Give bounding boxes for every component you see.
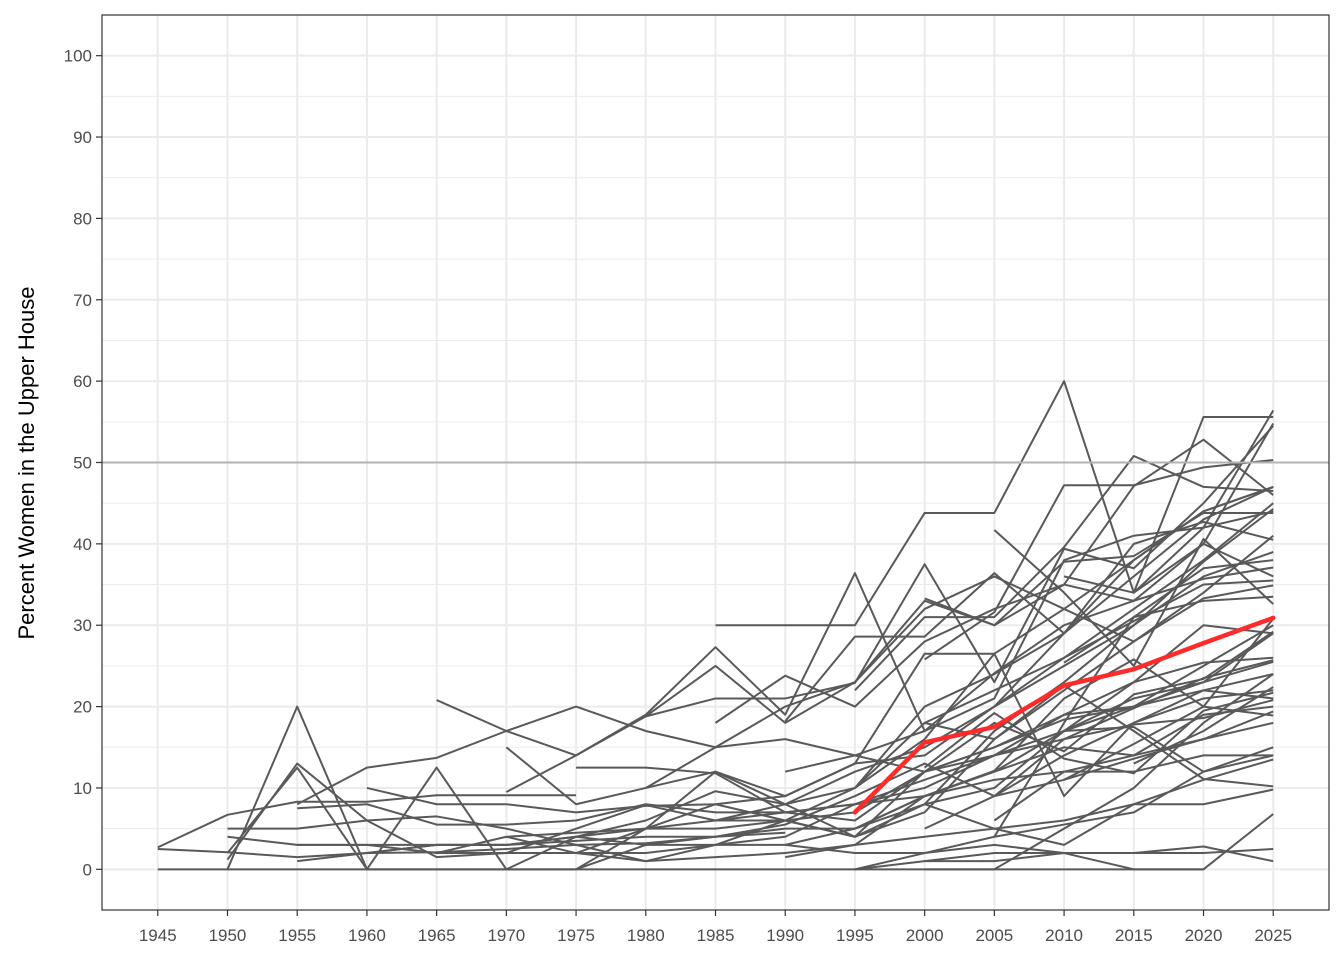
series-line-52 (1063, 632, 1274, 732)
x-tick-label: 2015 (1115, 926, 1153, 945)
x-tick-label: 1955 (278, 926, 316, 945)
series-line-32 (785, 788, 1274, 859)
series-line-34 (854, 584, 1274, 789)
series-line-14 (366, 725, 1274, 855)
x-tick-label: 1945 (139, 926, 177, 945)
series-line-9 (296, 485, 1274, 806)
x-tick-label: 1975 (557, 926, 595, 945)
y-tick-label: 80 (73, 209, 92, 228)
series-line-56 (1133, 686, 1274, 765)
series-line-23 (645, 425, 1274, 718)
x-tick-label: 2010 (1045, 926, 1083, 945)
x-axis: 1945 1950 1955 1960 1965 1970 1975 1980 1985 1990… (139, 910, 1292, 945)
series-line-8 (226, 652, 1274, 871)
highlighted-series-line (852, 615, 1276, 815)
series-lines (157, 380, 1275, 871)
series-line-24 (645, 624, 1274, 789)
y-tick-label: 40 (73, 535, 92, 554)
series-line-55 (1133, 422, 1275, 594)
series-line-44 (924, 852, 1204, 871)
series-line-17 (505, 542, 1274, 793)
series-line-43 (924, 813, 1274, 871)
series-line-51 (1063, 409, 1275, 594)
x-tick-label: 1960 (348, 926, 386, 945)
highlighted-series-layer (852, 615, 1276, 815)
series-line-13 (366, 502, 1274, 814)
series-line-36 (854, 746, 1274, 871)
x-tick-label: 1985 (697, 926, 735, 945)
series-line-53 (1063, 595, 1274, 664)
y-tick-label: 10 (73, 779, 92, 798)
y-axis-title: Percent Women in the Upper House (14, 287, 39, 640)
y-tick-label: 30 (73, 616, 92, 635)
x-tick-label: 1980 (627, 926, 665, 945)
series-line-29 (784, 520, 1274, 722)
y-tick-label: 70 (73, 291, 92, 310)
series-line-1 (157, 794, 577, 849)
y-tick-label: 90 (73, 128, 92, 147)
series-line-45 (924, 758, 1274, 846)
x-tick-label: 2020 (1185, 926, 1223, 945)
x-tick-label: 2025 (1254, 926, 1292, 945)
series-line-33 (854, 454, 1274, 692)
y-axis: 0 10 20 30 40 50 60 70 80 90 100 (64, 47, 102, 879)
series-line-26 (714, 438, 1274, 724)
x-tick-label: 1970 (487, 926, 525, 945)
series-line-30 (784, 566, 1274, 773)
y-tick-label: 100 (64, 47, 92, 66)
series-line-54 (1063, 710, 1274, 781)
x-tick-label: 1990 (766, 926, 804, 945)
series-line-42 (924, 705, 1274, 830)
x-tick-label: 1965 (418, 926, 456, 945)
series-line-19 (506, 721, 1274, 863)
series-line-22 (575, 673, 1274, 871)
series-line-46 (993, 529, 1274, 667)
x-tick-label: 2000 (906, 926, 944, 945)
x-tick-label: 2005 (975, 926, 1013, 945)
series-line-48 (993, 754, 1274, 822)
series-line-31 (784, 656, 1274, 846)
x-tick-label: 1950 (209, 926, 247, 945)
series-line-49 (993, 659, 1274, 797)
y-tick-label: 20 (73, 698, 92, 717)
x-tick-label: 1995 (836, 926, 874, 945)
y-tick-label: 50 (73, 454, 92, 473)
y-tick-label: 0 (83, 860, 92, 879)
y-tick-label: 60 (73, 372, 92, 391)
series-line-18 (505, 486, 1274, 806)
series-line-21 (575, 684, 1274, 854)
series-line-39 (924, 511, 1274, 627)
